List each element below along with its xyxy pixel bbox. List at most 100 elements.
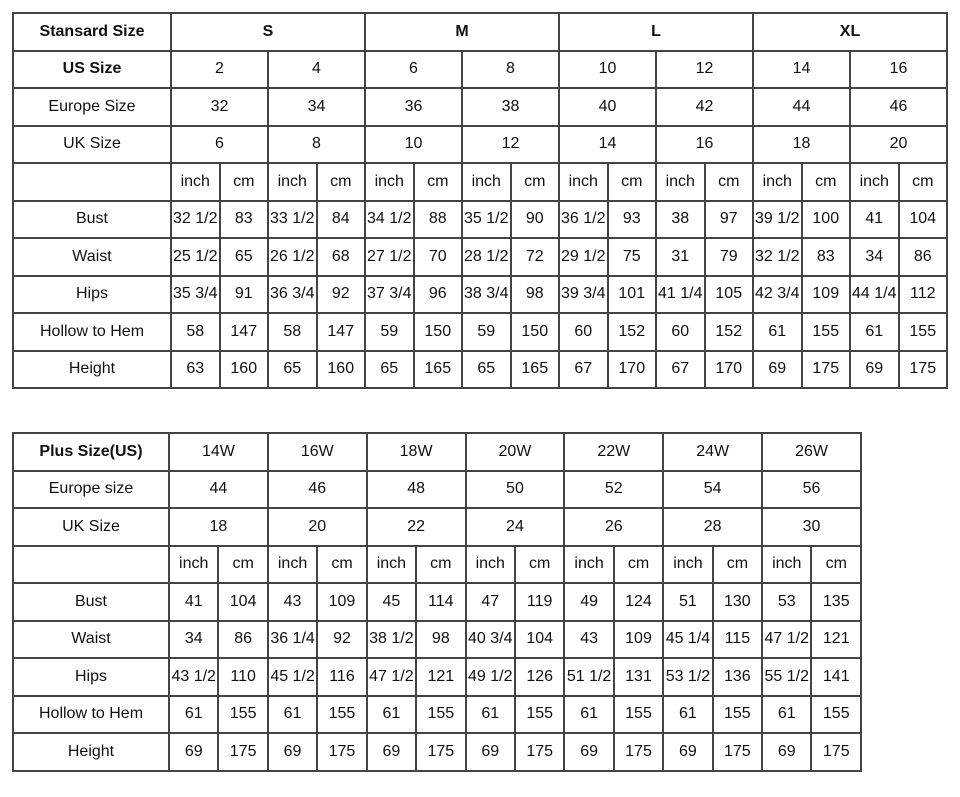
value-cell: 98 [509,274,560,314]
value-cell: 104 [513,619,566,659]
value-cell: 152 [703,312,754,352]
value-cell: 36 3/4 [267,274,318,314]
header-row: Stansard Size S M L XL [12,12,948,52]
unit-cell: inch [563,544,615,584]
value-cell: 155 [612,694,665,734]
size-cell: 16W [266,432,368,472]
value-cell: 175 [513,732,566,772]
size-cell: 46 [849,87,948,127]
row-label: Plus Size(US) [12,432,170,472]
value-cell: 72 [509,237,560,277]
size-cell: 26 [563,507,665,547]
value-cell: 43 [563,619,615,659]
size-cell: 20 [849,124,948,164]
value-cell: 39 3/4 [558,274,609,314]
value-cell: 60 [558,312,609,352]
measurement-row: Waist 34 86 36 1/4 92 38 1/2 98 40 3/4 104 43 109 4… [12,619,862,659]
size-cell: 6 [364,49,463,89]
value-cell: 68 [315,237,366,277]
value-cell: 93 [606,199,657,239]
value-cell: 131 [612,657,665,697]
value-cell: 58 [267,312,318,352]
value-cell: 124 [612,582,665,622]
uk-size-row: UK Size 6 8 10 12 14 16 18 20 [12,124,948,164]
size-group-header: M [364,12,560,52]
measurement-row: Hollow to Hem 61 155 61 155 61 155 61 155 61 155 61… [12,694,862,734]
unit-cell: cm [703,162,754,202]
value-cell: 175 [897,349,948,389]
size-cell: 24W [662,432,764,472]
measurement-row: Height 69 175 69 175 69 175 69 175 69 175 69 175 69 17… [12,732,862,772]
value-cell: 42 3/4 [752,274,803,314]
unit-cell: cm [711,544,764,584]
value-cell: 109 [612,619,665,659]
value-cell: 116 [316,657,368,697]
value-cell: 61 [266,694,319,734]
size-cell: 22W [563,432,665,472]
value-cell: 34 [167,619,220,659]
value-cell: 45 1/2 [266,657,319,697]
size-cell: 36 [364,87,463,127]
unit-cell: inch [365,544,418,584]
value-cell: 35 3/4 [170,274,221,314]
value-cell: 175 [711,732,764,772]
value-cell: 86 [217,619,269,659]
row-label: Europe size [12,469,170,509]
value-cell: 109 [800,274,851,314]
value-cell: 84 [315,199,366,239]
unit-cell: cm [810,544,862,584]
size-cell: 44 [752,87,851,127]
measurement-row: Bust 32 1/2 83 33 1/2 84 34 1/2 88 35 1/2 90 36 1… [12,199,948,239]
value-cell: 75 [606,237,657,277]
value-cell: 34 [849,237,900,277]
unit-cell: inch [655,162,706,202]
value-cell: 126 [513,657,566,697]
size-cell: 54 [662,469,764,509]
row-label: UK Size [12,124,172,164]
size-cell: 16 [849,49,948,89]
size-cell: 24 [464,507,566,547]
value-cell: 51 1/2 [563,657,615,697]
value-cell: 101 [606,274,657,314]
size-cell: 20W [464,432,566,472]
measurement-row: Hollow to Hem 58 147 58 147 59 150 59 150 60 152 60… [12,312,948,352]
value-cell: 175 [800,349,851,389]
size-cell: 34 [267,87,366,127]
value-cell: 170 [606,349,657,389]
measurement-row: Hips 35 3/4 91 36 3/4 92 37 3/4 96 38 3/4 98 39 3… [12,274,948,314]
value-cell: 31 [655,237,706,277]
value-cell: 28 1/2 [461,237,512,277]
value-cell: 32 1/2 [170,199,221,239]
value-cell: 36 1/4 [266,619,319,659]
unit-cell: inch [558,162,609,202]
value-cell: 69 [563,732,615,772]
value-cell: 112 [897,274,948,314]
value-cell: 175 [415,732,467,772]
value-cell: 105 [703,274,754,314]
size-cell: 12 [655,49,754,89]
value-cell: 121 [810,619,862,659]
value-cell: 36 1/2 [558,199,609,239]
value-cell: 115 [711,619,764,659]
value-cell: 160 [315,349,366,389]
value-cell: 41 1/4 [655,274,706,314]
unit-cell: inch [752,162,803,202]
unit-cell: inch [464,544,516,584]
unit-cell: inch [267,162,318,202]
value-cell: 70 [412,237,463,277]
size-cell: 22 [365,507,467,547]
size-cell: 30 [761,507,862,547]
size-cell: 18W [365,432,467,472]
size-cell: 40 [558,87,657,127]
unit-cell: inch [266,544,319,584]
value-cell: 47 [464,582,516,622]
row-label: Hips [12,274,172,314]
row-label: Bust [12,199,172,239]
size-cell: 8 [267,124,366,164]
value-cell: 61 [761,694,813,734]
size-cell: 18 [168,507,269,547]
size-cell: 8 [461,49,560,89]
value-cell: 65 [267,349,318,389]
value-cell: 61 [752,312,803,352]
unit-cell: cm [415,544,467,584]
